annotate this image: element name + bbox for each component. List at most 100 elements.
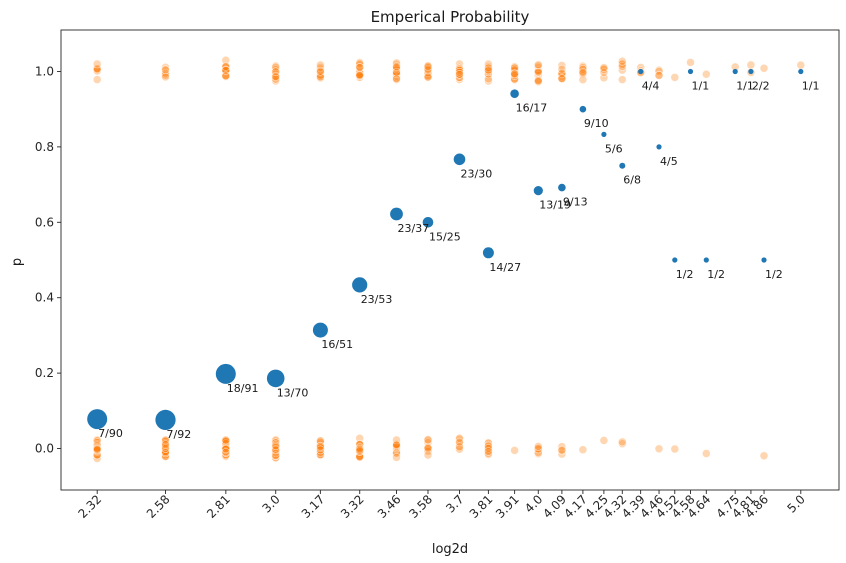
y-tick-label: 0.2 [35, 366, 54, 380]
raw-point [423, 435, 433, 445]
raw-point [654, 444, 664, 454]
raw-point [392, 74, 401, 84]
x-tick-label: 3.7 [443, 492, 466, 515]
raw-point [578, 68, 588, 77]
raw-point [92, 444, 102, 454]
raw-point [271, 65, 281, 74]
raw-point [599, 436, 609, 445]
raw-point [423, 64, 433, 74]
x-tick-label: 3.81 [467, 492, 496, 521]
point-label: 4/4 [642, 80, 660, 93]
raw-point [617, 75, 627, 84]
point-label: 9/13 [563, 196, 588, 209]
x-tick-label: 3.46 [375, 492, 404, 521]
summary-point [482, 247, 494, 259]
raw-point [161, 72, 170, 82]
summary-point [601, 131, 607, 137]
point-label: 13/19 [539, 199, 571, 212]
point-label: 2/2 [752, 80, 770, 93]
summary-point [687, 68, 694, 75]
raw-point [599, 63, 609, 72]
point-label: 7/90 [98, 427, 123, 440]
raw-point [654, 71, 664, 80]
raw-point [701, 69, 711, 79]
summary-point [390, 207, 403, 221]
summary-point [155, 409, 176, 430]
y-tick-label: 1.0 [35, 64, 54, 78]
summary-point [533, 186, 543, 196]
raw-point [423, 450, 433, 460]
raw-point [455, 70, 464, 79]
x-tick-label: 2.58 [144, 492, 173, 521]
raw-point [271, 445, 281, 455]
raw-point [578, 75, 588, 84]
raw-point [686, 58, 695, 67]
raw-point [161, 440, 170, 449]
point-label: 14/27 [489, 261, 521, 274]
raw-point [533, 444, 543, 454]
raw-point [796, 60, 806, 70]
raw-point [455, 442, 464, 452]
raw-point [271, 75, 281, 84]
raw-points-layer [92, 55, 806, 463]
x-tick-label: 5.0 [785, 492, 808, 515]
x-tick-label: 2.32 [76, 492, 105, 521]
raw-point [355, 433, 365, 443]
raw-point [92, 75, 102, 84]
raw-point [578, 64, 588, 74]
raw-point [423, 62, 433, 71]
raw-point [161, 65, 170, 74]
raw-point [557, 74, 567, 83]
raw-point [759, 451, 769, 461]
x-tick-label: 3.17 [299, 492, 328, 521]
raw-point [392, 440, 401, 450]
raw-point [221, 55, 231, 65]
raw-point [161, 435, 170, 445]
raw-point [759, 64, 769, 73]
raw-point [392, 58, 401, 68]
raw-point [221, 448, 231, 457]
raw-point [533, 442, 543, 451]
raw-point [423, 443, 433, 453]
point-label: 1/1 [692, 80, 710, 93]
raw-point [484, 74, 493, 84]
raw-point [484, 449, 493, 458]
raw-point [92, 450, 102, 460]
raw-point [271, 62, 281, 72]
raw-point [455, 67, 464, 77]
raw-point [533, 60, 543, 70]
y-tick-label: 0.0 [35, 442, 54, 456]
point-label: 9/10 [584, 117, 609, 130]
raw-point [670, 444, 680, 454]
raw-point [316, 60, 325, 70]
raw-point [557, 64, 567, 74]
summary-points-layer [87, 68, 804, 430]
raw-point [355, 63, 365, 72]
raw-point [316, 436, 325, 446]
raw-point [510, 74, 519, 84]
summary-point [748, 68, 754, 75]
raw-point [392, 435, 401, 445]
raw-point [510, 69, 519, 79]
point-label: 6/8 [623, 174, 641, 187]
raw-point [392, 62, 401, 71]
summary-point [579, 105, 587, 113]
raw-point [557, 69, 567, 79]
raw-point [670, 73, 680, 82]
point-label: 23/37 [398, 222, 430, 235]
raw-point [316, 67, 325, 76]
raw-point [316, 445, 325, 455]
raw-point [484, 65, 493, 75]
point-label: 1/1 [802, 80, 820, 93]
raw-point [92, 59, 102, 69]
raw-point [510, 446, 519, 455]
raw-point [599, 73, 609, 83]
raw-point [484, 76, 493, 86]
y-tick-label: 0.4 [35, 291, 54, 305]
summary-point [266, 369, 285, 388]
summary-point [798, 68, 804, 75]
x-tick-label: 2.81 [204, 492, 233, 521]
raw-point [484, 441, 493, 451]
raw-point [271, 441, 281, 451]
raw-point [316, 441, 325, 451]
